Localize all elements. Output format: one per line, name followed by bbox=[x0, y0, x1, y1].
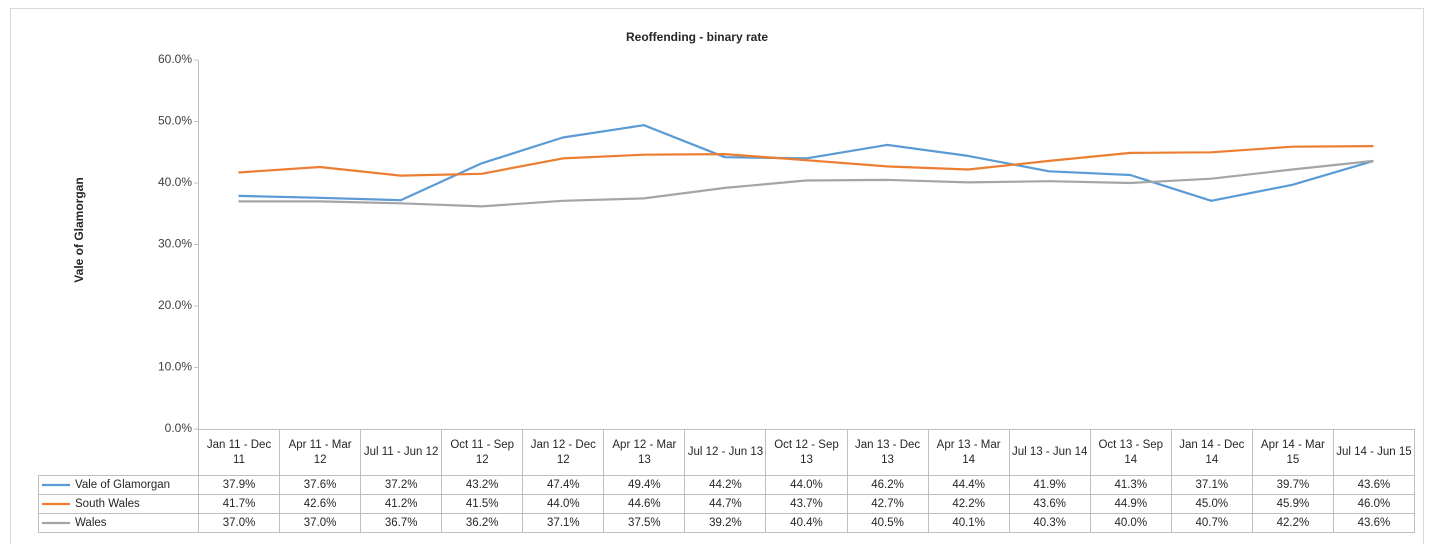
value-label: 43.6% bbox=[1332, 513, 1415, 533]
series-line bbox=[238, 159, 1374, 208]
series-line bbox=[238, 145, 1374, 177]
y-tick-label: 60.0% bbox=[158, 52, 192, 66]
y-tick-label: 0.0% bbox=[165, 421, 193, 435]
series-line bbox=[238, 124, 1374, 202]
category-header: Apr 14 - Mar 15 bbox=[1251, 429, 1334, 476]
y-tick-label: 40.0% bbox=[158, 175, 192, 189]
y-axis-label: Vale of Glamorgan bbox=[72, 177, 86, 282]
y-tick-label: 30.0% bbox=[158, 237, 192, 251]
y-tick-label: 20.0% bbox=[158, 298, 192, 312]
y-tick-label: 10.0% bbox=[158, 360, 192, 374]
chart-title: Reoffending - binary rate bbox=[626, 30, 768, 44]
y-tick-label: 50.0% bbox=[158, 114, 192, 128]
chart-border bbox=[10, 8, 1424, 544]
